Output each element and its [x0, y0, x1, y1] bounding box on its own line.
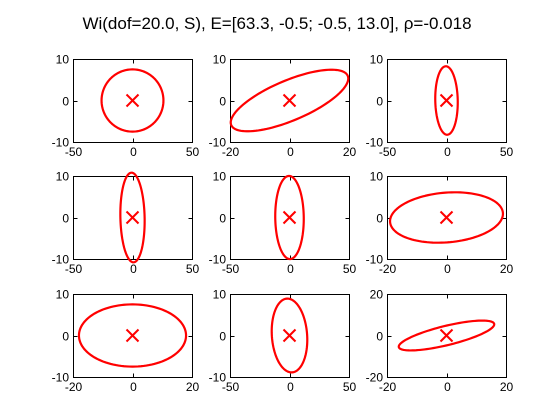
y-tick-label: 10 [213, 53, 227, 67]
x-tick-label: 20 [500, 262, 514, 276]
y-tick-label: 10 [56, 53, 70, 67]
y-tick-label: 20 [370, 288, 384, 302]
center-marker-stroke [282, 93, 297, 108]
subplot-8: -50 0 50 -10 0 10 [209, 288, 357, 395]
covariance-ellipse [274, 174, 305, 261]
subplot-7: -20 0 20 -10 0 10 [52, 288, 200, 395]
y-tick-label: 0 [219, 95, 226, 109]
covariance-ellipse [119, 171, 146, 264]
center-marker [125, 93, 140, 108]
center-marker [282, 328, 297, 343]
x-tick-label: 20 [343, 145, 357, 159]
center-marker [282, 93, 297, 108]
x-tick-label: 0 [444, 380, 451, 394]
center-marker [125, 210, 140, 225]
figure-title: Wi(dof=20.0, S), E=[63.3, -0.5; -0.5, 13… [82, 14, 471, 33]
y-tick-label: 0 [376, 330, 383, 344]
x-tick-label: 50 [186, 262, 200, 276]
subplot-3: -50 0 50 -10 0 10 [366, 53, 514, 160]
subplot-2: -20 0 20 -10 0 10 [209, 53, 357, 160]
center-marker-stroke [439, 328, 454, 343]
center-marker-stroke [125, 210, 140, 225]
x-tick-label: 0 [130, 145, 137, 159]
y-tick-label: -10 [209, 253, 227, 267]
center-marker [439, 328, 454, 343]
covariance-ellipse [77, 303, 188, 368]
y-tick-label: 10 [370, 170, 384, 184]
x-tick-label: -50 [379, 145, 397, 159]
subplot-4: -50 0 50 -10 0 10 [52, 170, 200, 277]
x-tick-label: 0 [444, 262, 451, 276]
x-tick-label: 0 [130, 262, 137, 276]
title-rho-symbol: ρ [404, 14, 414, 33]
covariance-ellipse [388, 191, 505, 244]
center-marker [125, 328, 140, 343]
y-tick-label: -10 [209, 136, 227, 150]
center-marker-stroke [282, 210, 297, 225]
y-tick-label: 0 [376, 212, 383, 226]
y-tick-label: 0 [219, 212, 226, 226]
subplot-grid: -50 0 50 -10 0 10 -20 0 20 -10 0 10 -50 0 50 -10 0 10 -50 0… [52, 53, 514, 395]
y-tick-label: -10 [366, 136, 384, 150]
y-tick-label: 10 [370, 53, 384, 67]
x-tick-label: -20 [379, 262, 397, 276]
center-marker-stroke [125, 93, 140, 108]
covariance-ellipse [397, 319, 496, 352]
subplot-1: -50 0 50 -10 0 10 [52, 53, 200, 160]
x-tick-label: -50 [65, 262, 83, 276]
center-marker-stroke [439, 93, 454, 108]
x-tick-label: 0 [287, 262, 294, 276]
y-tick-label: 0 [219, 330, 226, 344]
x-tick-label: 50 [343, 380, 357, 394]
covariance-ellipse [434, 65, 459, 136]
y-tick-label: -10 [52, 253, 70, 267]
y-tick-label: 10 [56, 288, 70, 302]
x-tick-label: 0 [287, 380, 294, 394]
y-tick-label: -10 [209, 371, 227, 385]
center-marker-stroke [282, 328, 297, 343]
title-suffix: =-0.018 [413, 14, 471, 33]
x-tick-label: -20 [222, 145, 240, 159]
title-prefix: Wi(dof=20.0, S), E=[63.3, -0.5; -0.5, 13… [82, 14, 403, 33]
x-tick-label: 0 [130, 380, 137, 394]
center-marker [439, 210, 454, 225]
center-marker [439, 93, 454, 108]
y-tick-label: -10 [366, 253, 384, 267]
covariance-ellipse [229, 68, 350, 133]
center-marker [282, 210, 297, 225]
subplot-6: -20 0 20 -10 0 10 [366, 170, 514, 277]
x-tick-label: -50 [65, 145, 83, 159]
y-tick-label: 0 [376, 95, 383, 109]
x-tick-label: 0 [444, 145, 451, 159]
x-tick-label: 20 [186, 380, 200, 394]
y-tick-label: -10 [52, 371, 70, 385]
x-tick-label: 50 [186, 145, 200, 159]
covariance-ellipse [270, 297, 309, 374]
y-tick-label: -10 [52, 136, 70, 150]
subplot-5: -50 0 50 -10 0 10 [209, 170, 357, 277]
y-tick-label: 0 [62, 212, 69, 226]
y-tick-label: 0 [62, 330, 69, 344]
y-tick-label: 10 [213, 170, 227, 184]
y-tick-label: 0 [62, 95, 69, 109]
y-tick-label: -20 [366, 371, 384, 385]
x-tick-label: 0 [287, 145, 294, 159]
x-tick-label: 20 [500, 380, 514, 394]
center-marker-stroke [439, 210, 454, 225]
x-tick-label: -20 [379, 380, 397, 394]
y-tick-label: 10 [56, 170, 70, 184]
x-tick-label: 50 [343, 262, 357, 276]
center-marker-stroke [125, 328, 140, 343]
subplot-9: -20 0 20 -20 0 20 [366, 288, 514, 395]
covariance-ellipse [100, 68, 165, 133]
x-tick-label: -20 [65, 380, 83, 394]
x-tick-label: -50 [222, 262, 240, 276]
x-tick-label: -50 [222, 380, 240, 394]
x-tick-label: 50 [500, 145, 514, 159]
y-tick-label: 10 [213, 288, 227, 302]
